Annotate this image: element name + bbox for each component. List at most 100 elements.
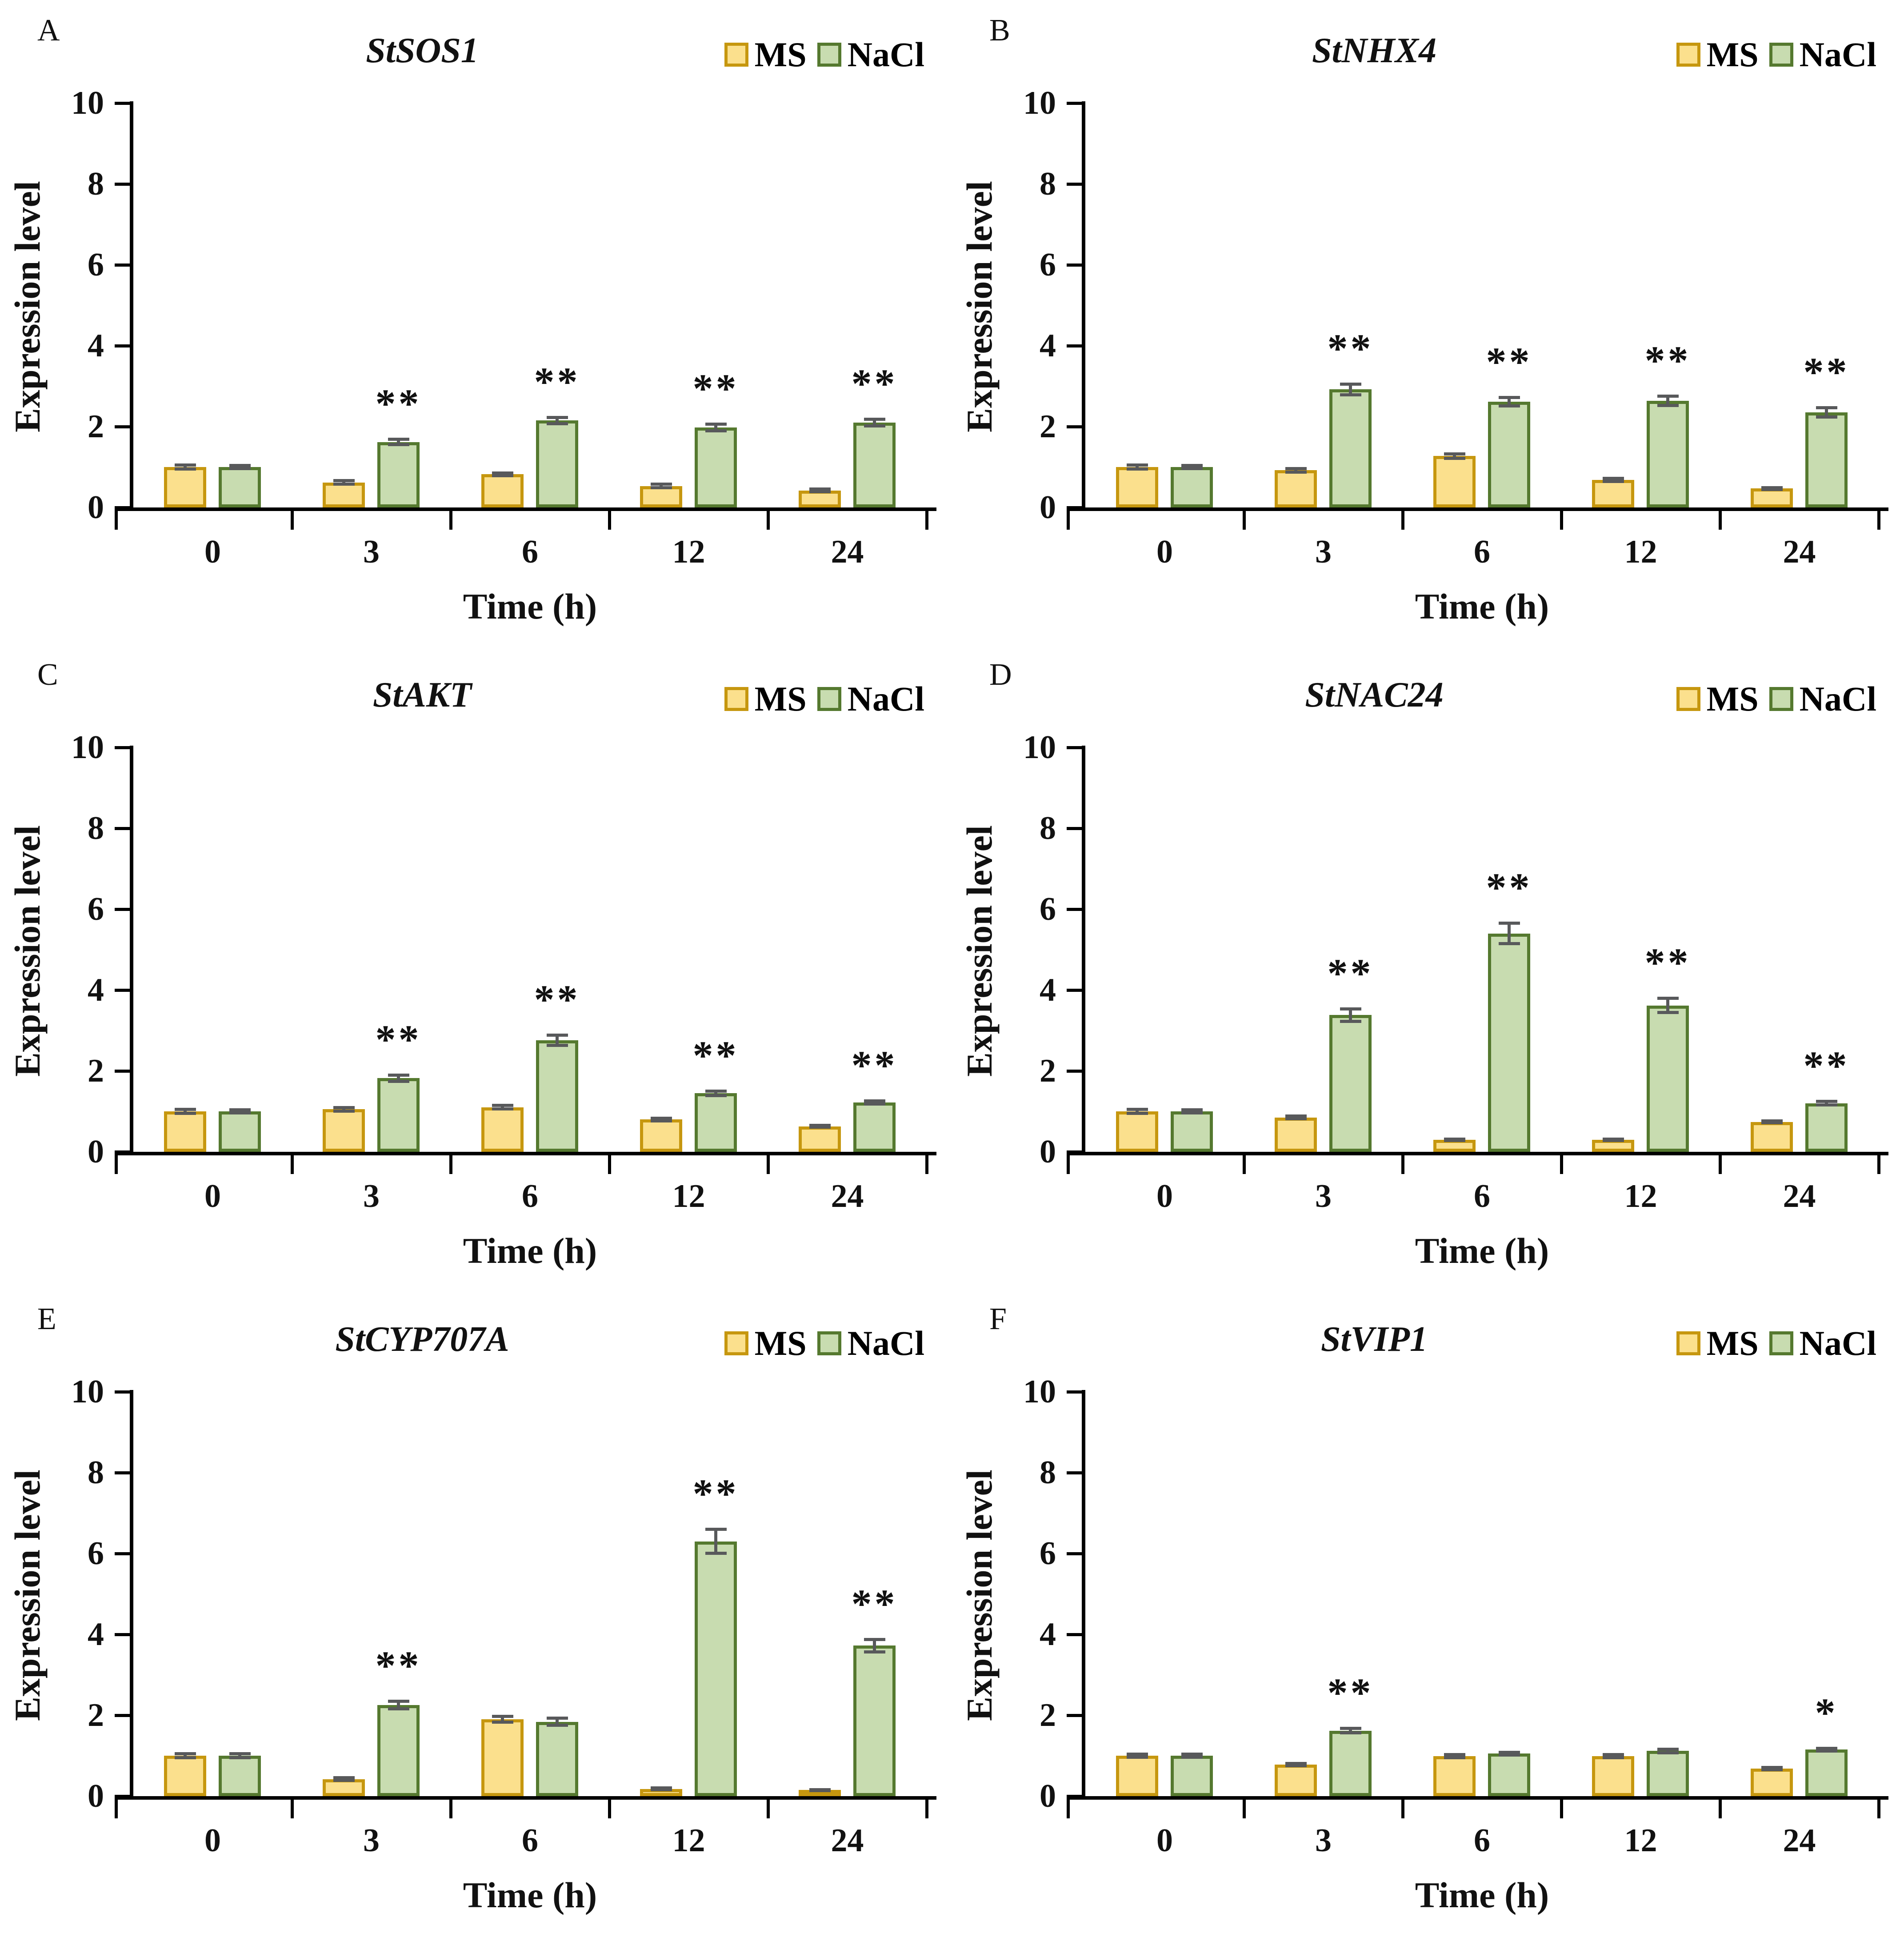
x-tick-label: 0 bbox=[204, 1178, 221, 1214]
error-bar-cap bbox=[864, 1650, 885, 1654]
bar-nacl bbox=[1171, 467, 1213, 507]
legend-swatch-nacl bbox=[817, 1331, 841, 1355]
error-bar-cap bbox=[650, 1119, 672, 1122]
error-bar-line bbox=[1825, 1101, 1828, 1106]
y-tick bbox=[115, 344, 130, 347]
legend-swatch-nacl bbox=[1769, 687, 1793, 711]
error-bar-line bbox=[1508, 923, 1511, 944]
bar-nacl bbox=[1488, 401, 1530, 507]
bar-ms bbox=[164, 467, 206, 507]
error-bar-line bbox=[1349, 1728, 1352, 1733]
y-tick bbox=[1067, 1150, 1082, 1154]
plot-area: 0 2 4 6 8 10 0 3 6 12 24 ** ** ** bbox=[71, 1374, 936, 1859]
error-bar-cap bbox=[388, 1707, 409, 1711]
significance-marker: ** bbox=[851, 1042, 898, 1088]
bar-nacl bbox=[1647, 1751, 1689, 1796]
error-bar-line bbox=[1349, 1008, 1352, 1022]
y-tick-label: 8 bbox=[1040, 810, 1056, 847]
y-tick-label: 6 bbox=[88, 891, 104, 927]
error-bar-line bbox=[397, 1701, 400, 1709]
plot-area: 0 2 4 6 8 10 0 3 6 12 24 ** ** ** ** bbox=[71, 85, 936, 570]
error-bar-cap bbox=[1498, 1753, 1520, 1757]
bar-nacl bbox=[695, 1541, 737, 1796]
error-bar-cap bbox=[1761, 487, 1783, 491]
y-tick-label: 4 bbox=[88, 1616, 104, 1653]
panel-title: StNAC24 bbox=[1305, 675, 1444, 715]
error-bar-cap bbox=[650, 1116, 672, 1120]
bar-ms bbox=[1592, 480, 1634, 507]
y-tick bbox=[115, 1633, 130, 1636]
x-tick bbox=[925, 511, 928, 530]
bar-nacl bbox=[853, 1645, 896, 1796]
x-tick-label: 24 bbox=[1783, 1178, 1816, 1214]
x-tick-label: 24 bbox=[1783, 1822, 1816, 1859]
error-bar-cap bbox=[1498, 404, 1520, 407]
bar-ms bbox=[1433, 1756, 1476, 1796]
x-tick-label: 0 bbox=[1156, 534, 1173, 570]
error-bar-line bbox=[397, 439, 400, 445]
x-tick bbox=[449, 1800, 452, 1818]
x-tick-label: 12 bbox=[672, 534, 705, 570]
error-bar-cap bbox=[492, 1104, 513, 1107]
panel-title: StNHX4 bbox=[1312, 31, 1437, 70]
bar-nacl bbox=[377, 442, 420, 507]
error-bar-cap bbox=[1602, 1138, 1624, 1142]
error-bar-line bbox=[714, 1090, 717, 1096]
bar-nacl bbox=[853, 422, 896, 507]
bar-ms bbox=[323, 1109, 365, 1152]
y-tick-label: 4 bbox=[1040, 1616, 1056, 1653]
y-tick bbox=[115, 746, 130, 749]
error-bar-cap bbox=[546, 1723, 568, 1727]
error-bar-cap bbox=[1285, 1762, 1307, 1765]
error-bar-cap bbox=[809, 1126, 831, 1129]
y-tick bbox=[115, 1070, 130, 1073]
legend-swatch-ms bbox=[724, 43, 748, 67]
bar-ms bbox=[481, 474, 524, 507]
x-tick bbox=[1877, 511, 1880, 530]
legend-swatch-ms bbox=[1676, 43, 1700, 67]
error-bar-cap bbox=[1761, 486, 1783, 489]
error-bar-cap bbox=[1602, 1756, 1624, 1759]
y-tick-label: 2 bbox=[88, 1697, 104, 1733]
panel-title: StVIP1 bbox=[1320, 1320, 1428, 1359]
bar-nacl bbox=[219, 467, 261, 507]
y-axis-line bbox=[1082, 746, 1085, 1155]
y-tick bbox=[1067, 1471, 1082, 1474]
error-bar-line bbox=[1666, 1749, 1669, 1753]
error-bar-cap bbox=[492, 1107, 513, 1111]
error-bar-cap bbox=[1761, 1766, 1783, 1769]
error-bar-cap bbox=[1761, 1768, 1783, 1771]
error-bar-cap bbox=[705, 422, 727, 426]
bar-ms bbox=[1751, 1122, 1793, 1152]
legend-label-nacl: NaCl bbox=[1799, 35, 1876, 74]
y-tick-label: 2 bbox=[1040, 1697, 1056, 1733]
y-tick bbox=[115, 183, 130, 186]
significance-marker: ** bbox=[692, 365, 739, 411]
error-bar-cap bbox=[174, 1756, 196, 1760]
x-tick bbox=[1877, 1800, 1880, 1818]
significance-marker: ** bbox=[375, 1017, 422, 1062]
plot-area: 0 2 4 6 8 10 0 3 6 12 24 ** ** ** ** bbox=[1023, 85, 1888, 570]
y-tick-label: 10 bbox=[71, 1374, 104, 1410]
x-tick-label: 3 bbox=[363, 534, 380, 570]
x-tick-label: 3 bbox=[1315, 1822, 1332, 1859]
error-bar-cap bbox=[492, 1714, 513, 1718]
y-tick bbox=[1067, 344, 1082, 347]
panel-title: StCYP707A bbox=[335, 1320, 509, 1359]
x-axis-title: Time (h) bbox=[1415, 1230, 1549, 1271]
error-bar-line bbox=[1453, 453, 1456, 459]
legend-swatch-nacl bbox=[1769, 43, 1793, 67]
error-bar-cap bbox=[1181, 467, 1203, 470]
y-tick bbox=[1067, 1390, 1082, 1394]
bar-ms bbox=[481, 1719, 524, 1796]
error-bar-cap bbox=[1816, 415, 1837, 419]
error-bar-line bbox=[1294, 468, 1297, 472]
y-tick-label: 0 bbox=[88, 489, 104, 526]
bar-nacl bbox=[536, 1040, 578, 1152]
legend: MS NaCl bbox=[1676, 1326, 1876, 1361]
legend-swatch-ms bbox=[1676, 687, 1700, 711]
x-tick bbox=[291, 1800, 294, 1818]
